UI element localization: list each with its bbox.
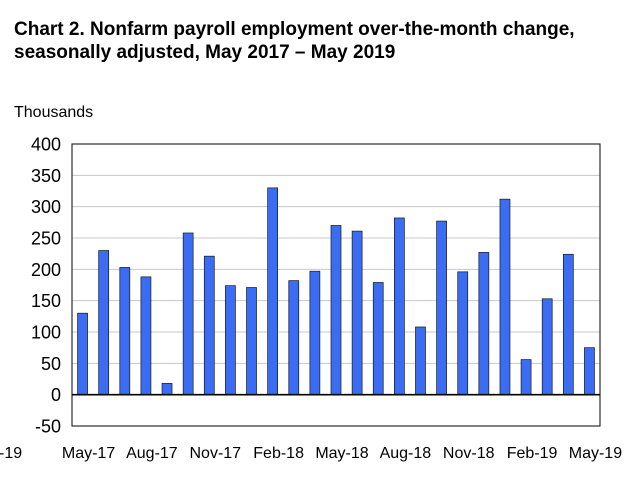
y-axis-label: Thousands <box>14 104 94 121</box>
axes <box>71 143 601 427</box>
bars <box>77 187 595 396</box>
bar-22 <box>520 359 532 396</box>
y-tick-label: 300 <box>31 197 61 217</box>
y-tick-label: 400 <box>31 135 61 155</box>
bar-21 <box>499 198 511 396</box>
bar-3 <box>119 267 131 396</box>
bar-8 <box>225 285 236 396</box>
bar-17 <box>415 326 426 396</box>
y-tick-label: 50 <box>41 354 61 374</box>
bar-9 <box>246 287 257 396</box>
bar-25 <box>584 347 595 396</box>
y-tick-label: 250 <box>31 229 61 249</box>
y-tick-label: 200 <box>31 260 61 280</box>
bar-13 <box>330 225 342 396</box>
x-tick-label: May-17 <box>62 445 115 462</box>
bar-24 <box>562 253 574 396</box>
y-tick-label: 350 <box>31 166 61 186</box>
plot-frame <box>71 143 601 427</box>
bar-4 <box>140 276 152 396</box>
y-tick-label: 100 <box>31 323 61 343</box>
bar-15 <box>372 282 384 396</box>
bar-6 <box>182 232 194 396</box>
bar-14 <box>351 230 363 396</box>
bar-20 <box>478 252 490 396</box>
x-tick-label: Feb-19 <box>507 445 558 462</box>
bar-12 <box>309 270 321 396</box>
bar-11 <box>288 280 300 396</box>
bar-7 <box>203 255 215 396</box>
y-tick-label: 0 <box>51 385 61 405</box>
bar-16 <box>394 217 405 396</box>
bar-18 <box>436 220 447 396</box>
x-tick-label: Aug-18 <box>380 445 432 462</box>
bar-19 <box>457 271 469 396</box>
x-tick-label: Nov-18 <box>443 445 495 462</box>
chart-title-line-2: seasonally adjusted, May 2017 – May 2019 <box>14 42 396 63</box>
x-tick-label: May-19 <box>569 445 622 462</box>
bar-1 <box>77 312 88 396</box>
bar-2 <box>98 250 110 396</box>
y-tick-label: -50 <box>35 417 61 437</box>
x-tick-label: Aug-17 <box>126 445 178 462</box>
chart-title: Chart 2. Nonfarm payroll employment over… <box>14 18 575 64</box>
bar-5 <box>161 383 173 396</box>
bar-10 <box>267 187 278 396</box>
x-tick-label: Nov-17 <box>189 445 241 462</box>
bar-23 <box>541 298 553 396</box>
x-tick-label: May-18 <box>315 445 368 462</box>
y-tick-label: 150 <box>31 291 61 311</box>
chart-title-line-1: Chart 2. Nonfarm payroll employment over… <box>14 19 575 40</box>
x-tick-label: Feb-18 <box>253 445 304 462</box>
clipped-x-label: -19 <box>0 445 22 462</box>
